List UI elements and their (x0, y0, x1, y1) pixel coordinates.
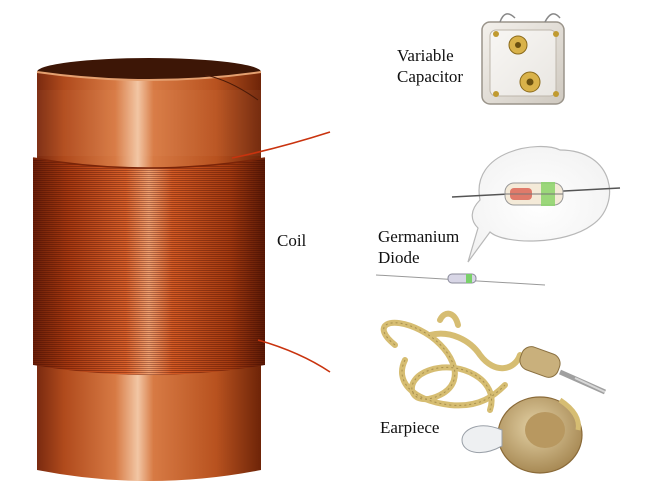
variable-capacitor-label-line1: Variable (397, 46, 454, 65)
germanium-diode-label-line1: Germanium (378, 227, 460, 246)
variable-capacitor-label-line2: Capacitor (397, 67, 464, 86)
variable-capacitor-image (481, 13, 565, 105)
coil-label-text: Coil (277, 231, 307, 250)
earpiece-label-text: Earpiece (380, 418, 440, 437)
coil-image (32, 58, 331, 481)
variable-capacitor-label: Variable Capacitor (397, 45, 463, 87)
germanium-diode-label-line2: Diode (378, 248, 420, 267)
coil-label: Coil (277, 230, 306, 251)
germanium-diode-callout (375, 145, 621, 286)
earpiece-image (380, 310, 607, 474)
germanium-diode-label: Germanium Diode (378, 226, 459, 268)
earpiece-label: Earpiece (380, 417, 439, 438)
